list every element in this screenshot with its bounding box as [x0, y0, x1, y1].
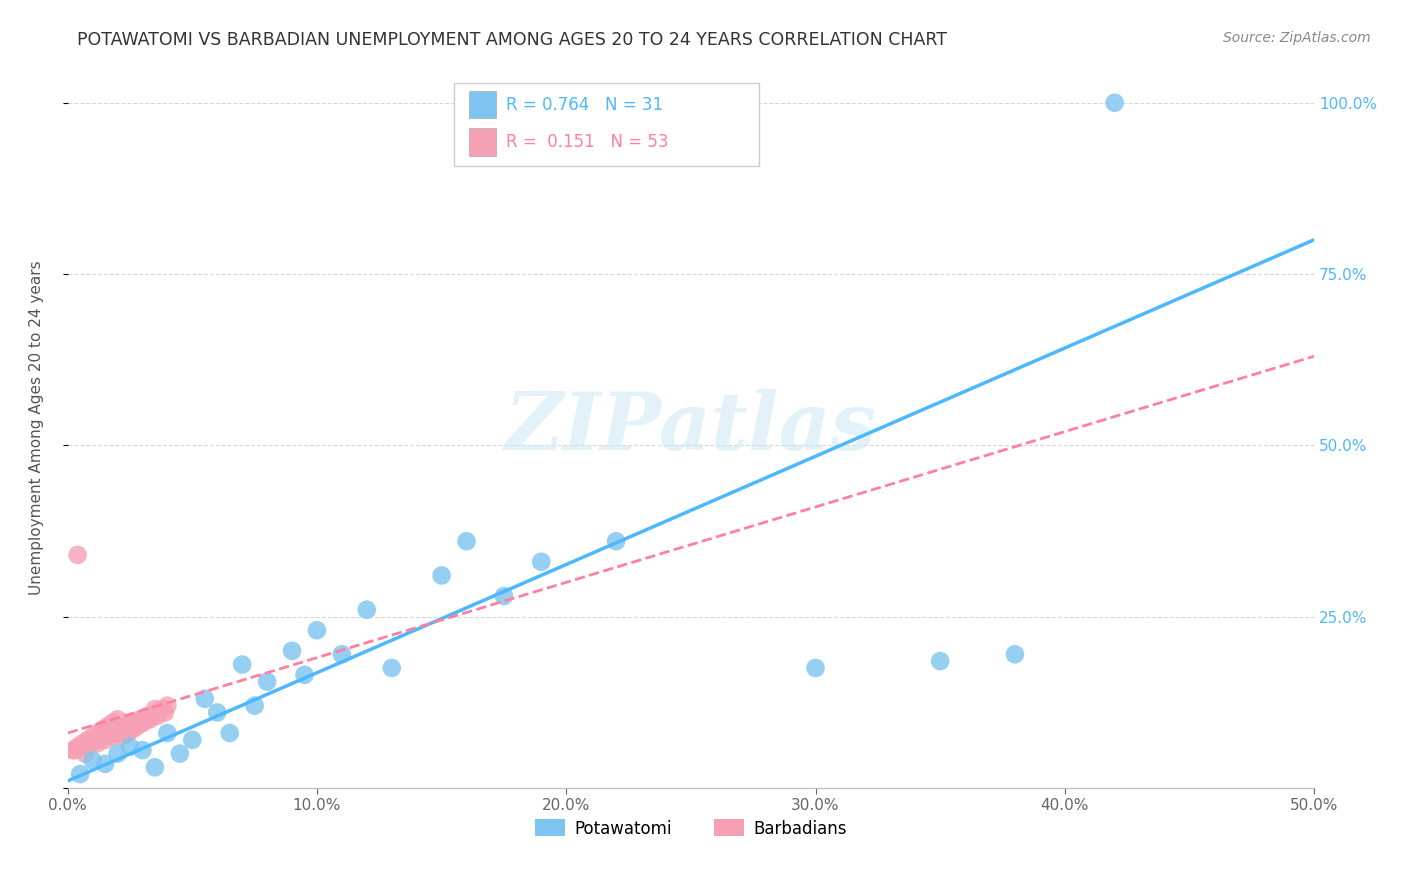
Point	[231, 657, 253, 672]
Point	[218, 726, 240, 740]
Legend: Potawatomi, Barbadians: Potawatomi, Barbadians	[527, 813, 853, 844]
Point	[131, 715, 153, 730]
Point	[129, 712, 152, 726]
Point	[118, 739, 141, 754]
Point	[152, 702, 174, 716]
Point	[76, 736, 98, 750]
Point	[131, 743, 153, 757]
Point	[66, 548, 89, 562]
Point	[98, 726, 121, 740]
Point	[121, 715, 143, 730]
Point	[430, 568, 453, 582]
Point	[124, 719, 146, 733]
FancyBboxPatch shape	[454, 83, 759, 166]
Point	[69, 767, 91, 781]
Point	[111, 730, 134, 744]
Point	[91, 723, 114, 737]
Point	[1004, 647, 1026, 661]
Point	[66, 739, 89, 754]
Point	[86, 726, 108, 740]
Point	[107, 747, 129, 761]
Text: R = 0.764   N = 31: R = 0.764 N = 31	[506, 95, 664, 114]
Point	[94, 730, 117, 744]
Point	[69, 739, 91, 754]
Point	[82, 754, 104, 768]
Point	[294, 668, 316, 682]
Point	[107, 712, 129, 726]
Point	[114, 719, 136, 733]
Point	[929, 654, 952, 668]
Point	[330, 647, 353, 661]
Point	[281, 644, 304, 658]
Point	[141, 709, 163, 723]
Point	[108, 726, 131, 740]
Point	[94, 756, 117, 771]
Point	[121, 723, 143, 737]
Point	[156, 698, 179, 713]
Point	[305, 624, 328, 638]
Point	[156, 726, 179, 740]
Point	[194, 691, 217, 706]
Point	[207, 706, 229, 720]
Point	[91, 730, 114, 744]
Point	[94, 732, 117, 747]
Point	[136, 709, 159, 723]
Y-axis label: Unemployment Among Ages 20 to 24 years: Unemployment Among Ages 20 to 24 years	[30, 260, 44, 596]
Point	[146, 706, 169, 720]
Point	[96, 719, 118, 733]
Point	[101, 726, 124, 740]
Point	[492, 589, 515, 603]
Point	[131, 715, 153, 730]
Point	[381, 661, 404, 675]
Point	[75, 747, 97, 761]
Point	[63, 743, 86, 757]
Text: R =  0.151   N = 53: R = 0.151 N = 53	[506, 133, 669, 151]
Point	[72, 739, 94, 754]
Point	[256, 674, 278, 689]
Point	[79, 736, 101, 750]
Point	[108, 723, 131, 737]
Point	[72, 736, 94, 750]
Point	[107, 723, 129, 737]
Point	[124, 715, 146, 730]
Point	[84, 732, 107, 747]
Point	[131, 712, 153, 726]
Point	[139, 712, 162, 726]
Point	[456, 534, 478, 549]
Point	[117, 723, 139, 737]
Text: Source: ZipAtlas.com: Source: ZipAtlas.com	[1223, 31, 1371, 45]
Point	[76, 732, 98, 747]
Point	[143, 702, 166, 716]
Point	[82, 730, 104, 744]
Point	[169, 747, 191, 761]
Point	[86, 736, 108, 750]
Point	[146, 709, 169, 723]
Point	[136, 712, 159, 726]
Text: ZIPatlas: ZIPatlas	[505, 390, 877, 467]
FancyBboxPatch shape	[470, 91, 496, 119]
Point	[86, 732, 108, 747]
Point	[1104, 95, 1126, 110]
Text: POTAWATOMI VS BARBADIAN UNEMPLOYMENT AMONG AGES 20 TO 24 YEARS CORRELATION CHART: POTAWATOMI VS BARBADIAN UNEMPLOYMENT AMO…	[77, 31, 948, 49]
Point	[804, 661, 827, 675]
Point	[62, 743, 84, 757]
Point	[101, 730, 124, 744]
Point	[117, 719, 139, 733]
Point	[356, 603, 378, 617]
FancyBboxPatch shape	[470, 128, 496, 156]
Point	[181, 732, 204, 747]
Point	[530, 555, 553, 569]
Point	[101, 715, 124, 730]
Point	[153, 706, 176, 720]
Point	[243, 698, 266, 713]
Point	[605, 534, 627, 549]
Point	[117, 726, 139, 740]
Point	[143, 760, 166, 774]
Point	[127, 719, 149, 733]
